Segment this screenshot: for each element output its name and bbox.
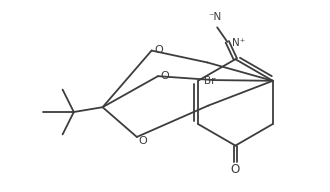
Text: O: O <box>231 163 240 176</box>
Text: O: O <box>161 70 169 80</box>
Text: ⁻N: ⁻N <box>209 12 222 22</box>
Text: N⁺: N⁺ <box>232 38 245 48</box>
Text: Br: Br <box>204 76 215 86</box>
Text: O: O <box>139 137 148 146</box>
Text: O: O <box>154 45 163 55</box>
